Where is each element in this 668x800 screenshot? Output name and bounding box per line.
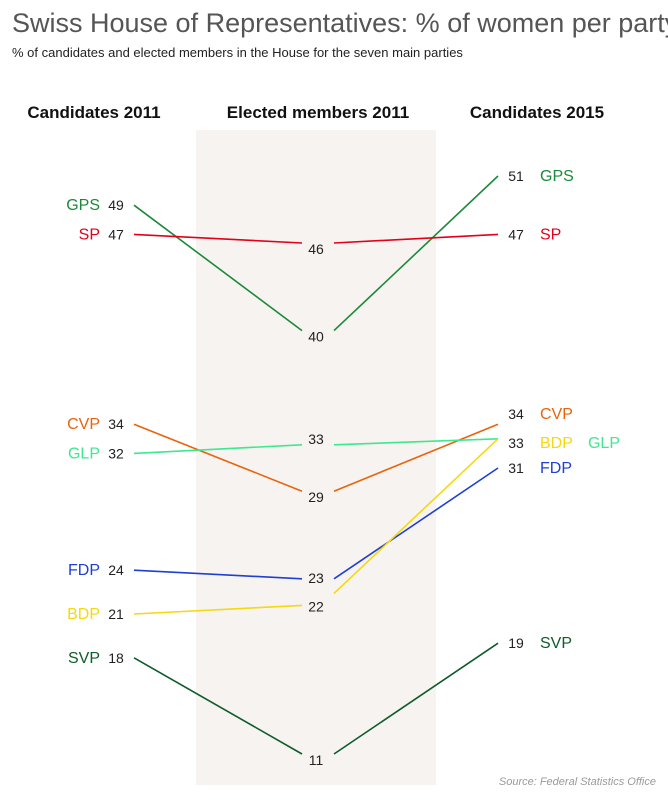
party-label-cvp-right: CVP — [540, 406, 573, 423]
value-label-sp-candidates-2015: 47 — [508, 226, 524, 242]
party-label-cvp-left: CVP — [67, 416, 100, 433]
line-bdp-2011 — [133, 604, 303, 615]
value-labels: GPS 49 40 51 GPS SP 47 46 47 SP CVP 34 29 34 CVP GLP 32 3… — [66, 168, 620, 768]
line-svp-2015 — [333, 642, 499, 755]
value-label-sp-elected-2011: 46 — [308, 241, 324, 257]
value-label-sp-candidates-2011: 47 — [108, 226, 124, 242]
value-label-glp-candidates-2011: 32 — [108, 445, 124, 461]
party-label-gps-right: GPS — [540, 168, 574, 185]
party-label-glp-right: GLP — [588, 435, 620, 452]
column-header-candidates-2015: Candidates 2015 — [470, 103, 604, 122]
party-label-bdp-left: BDP — [67, 606, 100, 623]
party-label-bdp-right: BDP — [540, 435, 573, 452]
value-label-bdp-elected-2011: 22 — [308, 598, 324, 614]
value-label-bdp-candidates-2015: 33 — [508, 435, 524, 451]
line-sp-2015 — [333, 233, 499, 244]
column-header-candidates-2011: Candidates 2011 — [27, 103, 160, 122]
value-label-fdp-candidates-2011: 24 — [108, 562, 124, 578]
value-label-svp-elected-2011: 11 — [309, 752, 324, 768]
value-label-cvp-candidates-2011: 34 — [108, 416, 124, 432]
page-subtitle: % of candidates and elected members in t… — [12, 45, 463, 60]
line-gps-2011 — [133, 204, 303, 332]
value-label-gps-candidates-2011: 49 — [108, 197, 124, 213]
column-header-elected-members-2011: Elected members 2011 — [227, 103, 409, 122]
elected-column-band — [196, 130, 436, 785]
value-label-cvp-candidates-2015: 34 — [508, 406, 524, 422]
party-label-fdp-left: FDP — [68, 562, 100, 579]
column-headers: Candidates 2011 Elected members 2011 Candi… — [27, 103, 604, 122]
value-label-cvp-elected-2011: 29 — [308, 489, 324, 505]
line-cvp-2015 — [333, 423, 499, 492]
value-label-gps-elected-2011: 40 — [308, 329, 324, 345]
line-gps-2015 — [333, 175, 499, 332]
series-lines — [133, 175, 499, 755]
party-label-svp-left: SVP — [68, 650, 100, 667]
party-label-gps-left: GPS — [66, 197, 100, 214]
value-label-gps-candidates-2015: 51 — [508, 168, 524, 184]
value-label-fdp-candidates-2015: 31 — [508, 460, 524, 476]
line-cvp-2011 — [133, 423, 303, 492]
line-fdp-2015 — [333, 467, 499, 580]
line-glp-2015 — [333, 438, 499, 446]
party-label-sp-left: SP — [79, 226, 100, 243]
party-label-fdp-right: FDP — [540, 460, 572, 477]
value-label-bdp-candidates-2011: 21 — [108, 606, 124, 622]
line-svp-2011 — [133, 657, 303, 755]
source-note: Source: Federal Statistics Office — [498, 776, 656, 788]
line-fdp-2011 — [133, 569, 303, 580]
line-glp-2011 — [133, 444, 303, 455]
party-label-svp-right: SVP — [540, 635, 572, 652]
party-label-sp-right: SP — [540, 226, 561, 243]
value-label-svp-candidates-2011: 18 — [108, 650, 124, 666]
page-title: Swiss House of Representatives: % of wom… — [12, 8, 668, 38]
value-label-glp-elected-2011: 33 — [308, 431, 324, 447]
value-label-svp-candidates-2015: 19 — [508, 635, 524, 651]
line-bdp-2015 — [333, 438, 499, 594]
party-label-glp-left: GLP — [68, 445, 100, 462]
line-sp-2011 — [133, 233, 303, 244]
value-label-fdp-elected-2011: 23 — [308, 570, 324, 586]
